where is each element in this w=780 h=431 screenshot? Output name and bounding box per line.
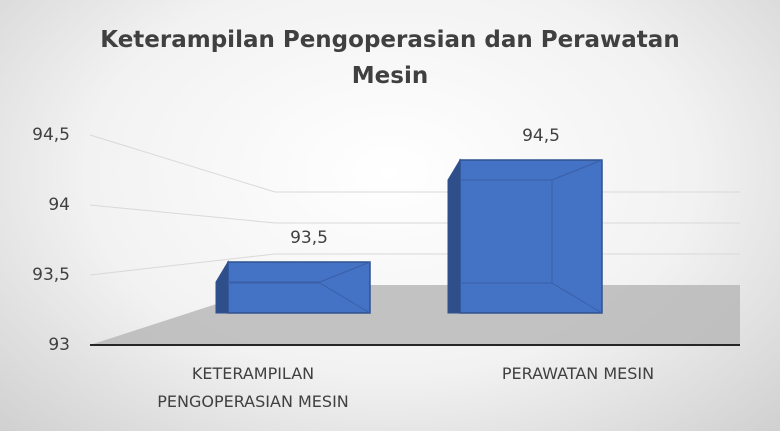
bar-side: [215, 260, 229, 314]
bar-side: [447, 158, 461, 314]
bar-edge: [551, 159, 603, 181]
y-tick-label: 93,5: [32, 265, 70, 285]
floor: [90, 285, 740, 345]
bar: [459, 159, 603, 314]
y-tick-label: 94: [48, 195, 70, 215]
bar-edge: [319, 261, 371, 283]
bar-edge: [551, 282, 603, 314]
x-tick-label: KETERAMPILAN PENGOPERASIAN MESIN: [157, 364, 349, 411]
data-label: 93,5: [290, 228, 328, 248]
bar: [227, 261, 371, 314]
grid-line: [89, 253, 740, 276]
bar-edge: [319, 282, 371, 314]
data-label: 94,5: [522, 126, 560, 146]
y-tick-label: 93: [48, 335, 70, 355]
x-tick-label: PERAWATAN MESIN: [501, 364, 655, 383]
grid-line: [89, 204, 740, 224]
grid-line: [89, 134, 740, 193]
bar-edge: [228, 281, 321, 284]
bar-edge: [460, 179, 553, 284]
chart-title: Keterampilan Pengoperasian dan Perawatan…: [100, 27, 680, 89]
y-tick-label: 94,5: [32, 125, 70, 145]
